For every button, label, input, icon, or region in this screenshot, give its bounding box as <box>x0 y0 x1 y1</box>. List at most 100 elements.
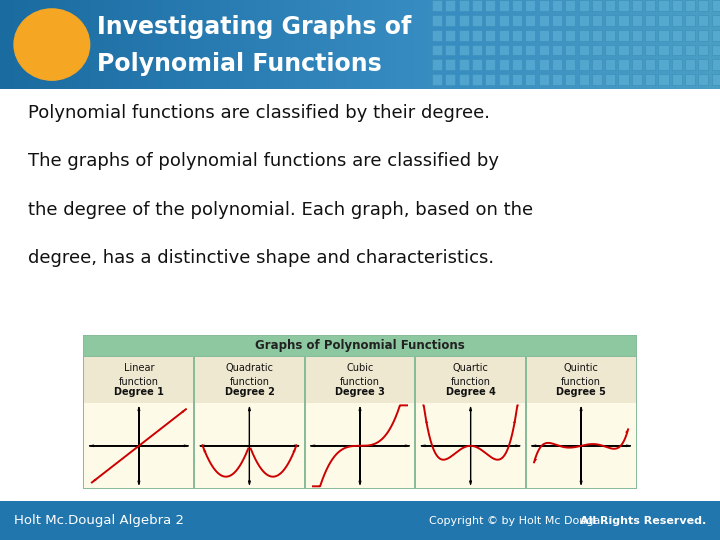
Bar <box>472 74 482 85</box>
Bar <box>539 1 549 11</box>
Bar <box>605 74 615 85</box>
Bar <box>54 0 59 89</box>
Bar <box>512 15 522 26</box>
Bar <box>711 30 720 40</box>
Bar <box>281 0 286 89</box>
Bar <box>691 0 696 89</box>
Text: Cubic: Cubic <box>346 363 374 373</box>
Bar <box>84 335 636 356</box>
Bar <box>630 0 635 89</box>
Bar <box>544 0 549 89</box>
Bar <box>547 0 552 89</box>
Bar <box>472 59 482 70</box>
Bar <box>598 0 603 89</box>
Bar <box>539 30 549 40</box>
Bar <box>594 0 599 89</box>
Bar <box>194 0 199 89</box>
Bar <box>658 15 668 26</box>
Bar <box>457 0 462 89</box>
Text: the degree of the polynomial. Each graph, based on the: the degree of the polynomial. Each graph… <box>28 201 533 219</box>
Text: Linear: Linear <box>124 363 154 373</box>
Bar <box>68 0 73 89</box>
FancyArrow shape <box>580 407 582 484</box>
Bar <box>685 15 696 26</box>
Bar <box>198 0 203 89</box>
Bar <box>482 0 487 89</box>
Bar <box>645 74 655 85</box>
Bar <box>148 0 153 89</box>
Bar <box>518 0 523 89</box>
Bar <box>36 0 41 89</box>
Bar <box>540 0 545 89</box>
Bar <box>459 45 469 55</box>
Bar <box>410 0 415 89</box>
Bar <box>230 0 235 89</box>
Bar <box>133 0 138 89</box>
FancyArrow shape <box>248 407 251 484</box>
FancyArrow shape <box>316 482 322 500</box>
FancyArrow shape <box>359 407 361 484</box>
Bar <box>641 0 646 89</box>
Bar <box>428 0 433 89</box>
FancyArrow shape <box>421 445 520 447</box>
Bar <box>4 0 9 89</box>
Bar <box>551 0 556 89</box>
Bar <box>592 45 602 55</box>
Bar <box>252 0 257 89</box>
Bar <box>526 30 536 40</box>
Bar <box>407 0 412 89</box>
Bar <box>40 0 45 89</box>
Bar <box>306 0 311 89</box>
Bar <box>587 0 592 89</box>
Bar <box>259 0 264 89</box>
Bar <box>618 15 629 26</box>
Bar <box>612 0 617 89</box>
Bar <box>590 0 595 89</box>
Bar <box>310 0 315 89</box>
Bar <box>508 0 513 89</box>
Bar <box>698 45 708 55</box>
Bar <box>632 45 642 55</box>
Text: Polynomial functions are classified by their degree.: Polynomial functions are classified by t… <box>28 104 490 122</box>
Bar <box>526 357 636 403</box>
Bar <box>84 357 194 403</box>
Bar <box>672 74 682 85</box>
Bar <box>512 45 522 55</box>
Bar <box>619 0 624 89</box>
FancyArrow shape <box>138 407 140 484</box>
Bar <box>346 0 351 89</box>
Bar <box>396 0 401 89</box>
Bar <box>709 0 714 89</box>
Bar <box>421 0 426 89</box>
Text: Quadratic: Quadratic <box>225 363 274 373</box>
Bar <box>445 74 455 85</box>
Bar <box>498 30 508 40</box>
Bar <box>658 45 668 55</box>
Bar <box>288 0 293 89</box>
Bar <box>72 0 77 89</box>
Bar <box>552 1 562 11</box>
Text: Degree 1: Degree 1 <box>114 387 164 397</box>
Bar <box>432 15 442 26</box>
Bar <box>461 0 466 89</box>
Bar <box>432 45 442 55</box>
Bar <box>241 0 246 89</box>
FancyArrow shape <box>310 445 410 447</box>
Ellipse shape <box>14 9 89 80</box>
Bar <box>195 403 304 488</box>
FancyArrow shape <box>580 407 582 484</box>
Bar <box>565 1 575 11</box>
Bar <box>349 0 354 89</box>
Bar <box>558 0 563 89</box>
Bar <box>378 0 383 89</box>
Bar <box>512 74 522 85</box>
Bar <box>552 45 562 55</box>
FancyArrow shape <box>200 445 299 447</box>
Bar <box>86 0 91 89</box>
Bar <box>497 0 502 89</box>
Bar <box>234 0 239 89</box>
Bar <box>32 0 37 89</box>
Bar <box>526 15 536 26</box>
Bar <box>666 0 671 89</box>
Bar <box>356 0 361 89</box>
